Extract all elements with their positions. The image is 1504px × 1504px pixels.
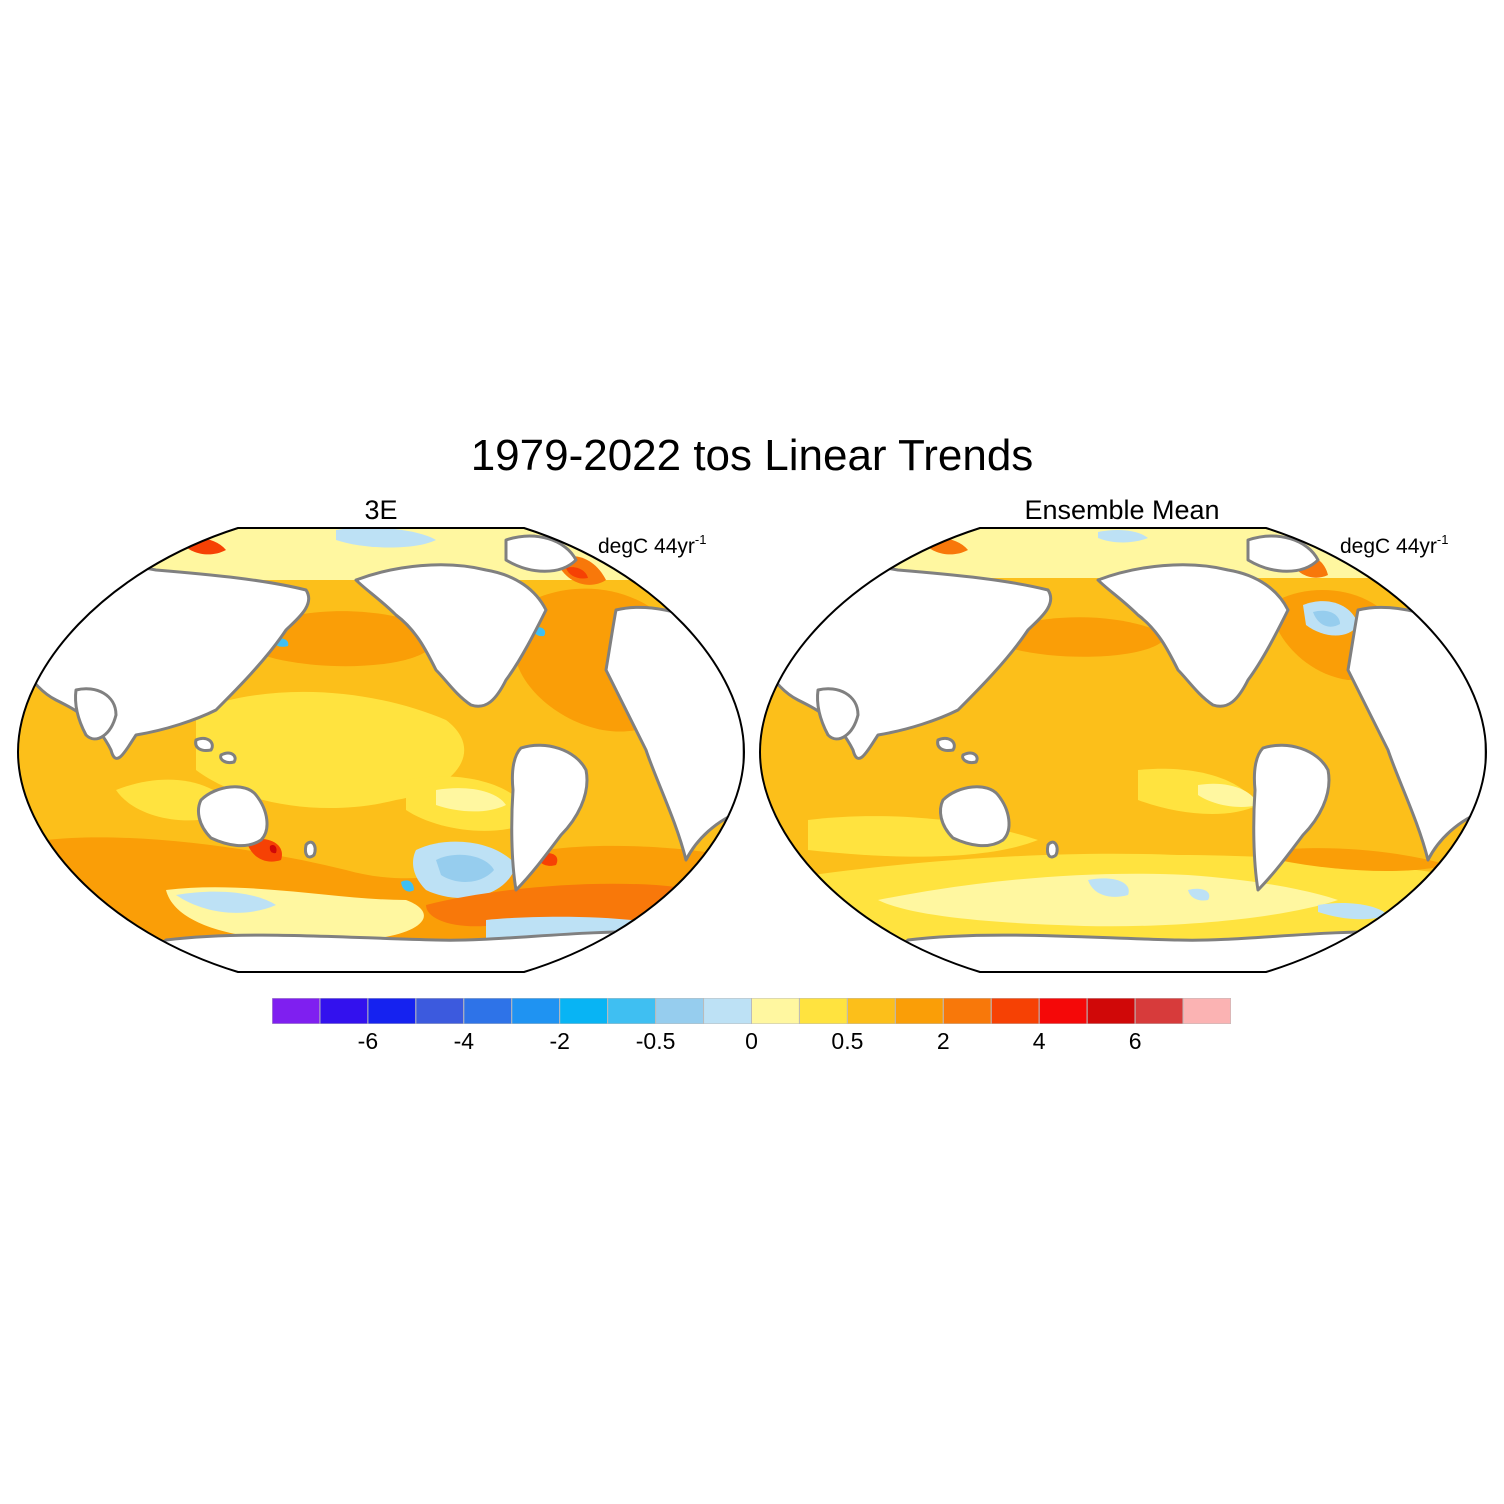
colorbar-swatch xyxy=(559,998,609,1024)
colorbar-swatch xyxy=(415,998,465,1024)
colorbar-swatch xyxy=(798,998,848,1024)
units-right: degC 44yr-1 xyxy=(1340,532,1449,558)
colorbar-tick-label: 2 xyxy=(936,1028,950,1054)
colorbar-swatch xyxy=(655,998,705,1024)
colorbar-swatch xyxy=(463,998,513,1024)
colorbar-swatch xyxy=(1086,998,1136,1024)
colorbar-swatch xyxy=(1038,998,1088,1024)
colorbar xyxy=(272,998,1231,1024)
colorbar-swatch xyxy=(703,998,752,1024)
figure-title: 1979-2022 tos Linear Trends xyxy=(470,431,1034,480)
colorbar-swatch xyxy=(1182,998,1231,1024)
colorbar-tick-label: 0 xyxy=(745,1028,758,1054)
colorbar-tick-label: -6 xyxy=(357,1028,379,1054)
colorbar-swatch xyxy=(990,998,1040,1024)
colorbar-swatch xyxy=(894,998,944,1024)
colorbar-tick-label: -0.5 xyxy=(635,1028,676,1054)
colorbar-swatch xyxy=(367,998,417,1024)
colorbar-swatch xyxy=(846,998,896,1024)
colorbar-swatch xyxy=(942,998,992,1024)
colorbar-swatch xyxy=(511,998,561,1024)
map-left xyxy=(16,527,746,973)
colorbar-swatch xyxy=(272,998,321,1024)
colorbar-tick-label: 0.5 xyxy=(831,1028,864,1054)
colorbar-tick-label: 4 xyxy=(1032,1028,1046,1054)
panel-title-left: 3E xyxy=(364,495,398,525)
colorbar-swatch xyxy=(607,998,657,1024)
map-right xyxy=(758,527,1488,973)
colorbar-tick-label: -4 xyxy=(453,1028,475,1054)
pacific-yellow-band xyxy=(196,691,465,809)
units-left: degC 44yr-1 xyxy=(598,532,707,558)
colorbar-swatch xyxy=(1134,998,1184,1024)
colorbar-swatch xyxy=(751,998,800,1024)
panel-title-right: Ensemble Mean xyxy=(1024,495,1220,525)
colorbar-tick-label: -2 xyxy=(549,1028,570,1054)
colorbar-swatch xyxy=(319,998,369,1024)
colorbar-tick-label: 6 xyxy=(1128,1028,1142,1054)
